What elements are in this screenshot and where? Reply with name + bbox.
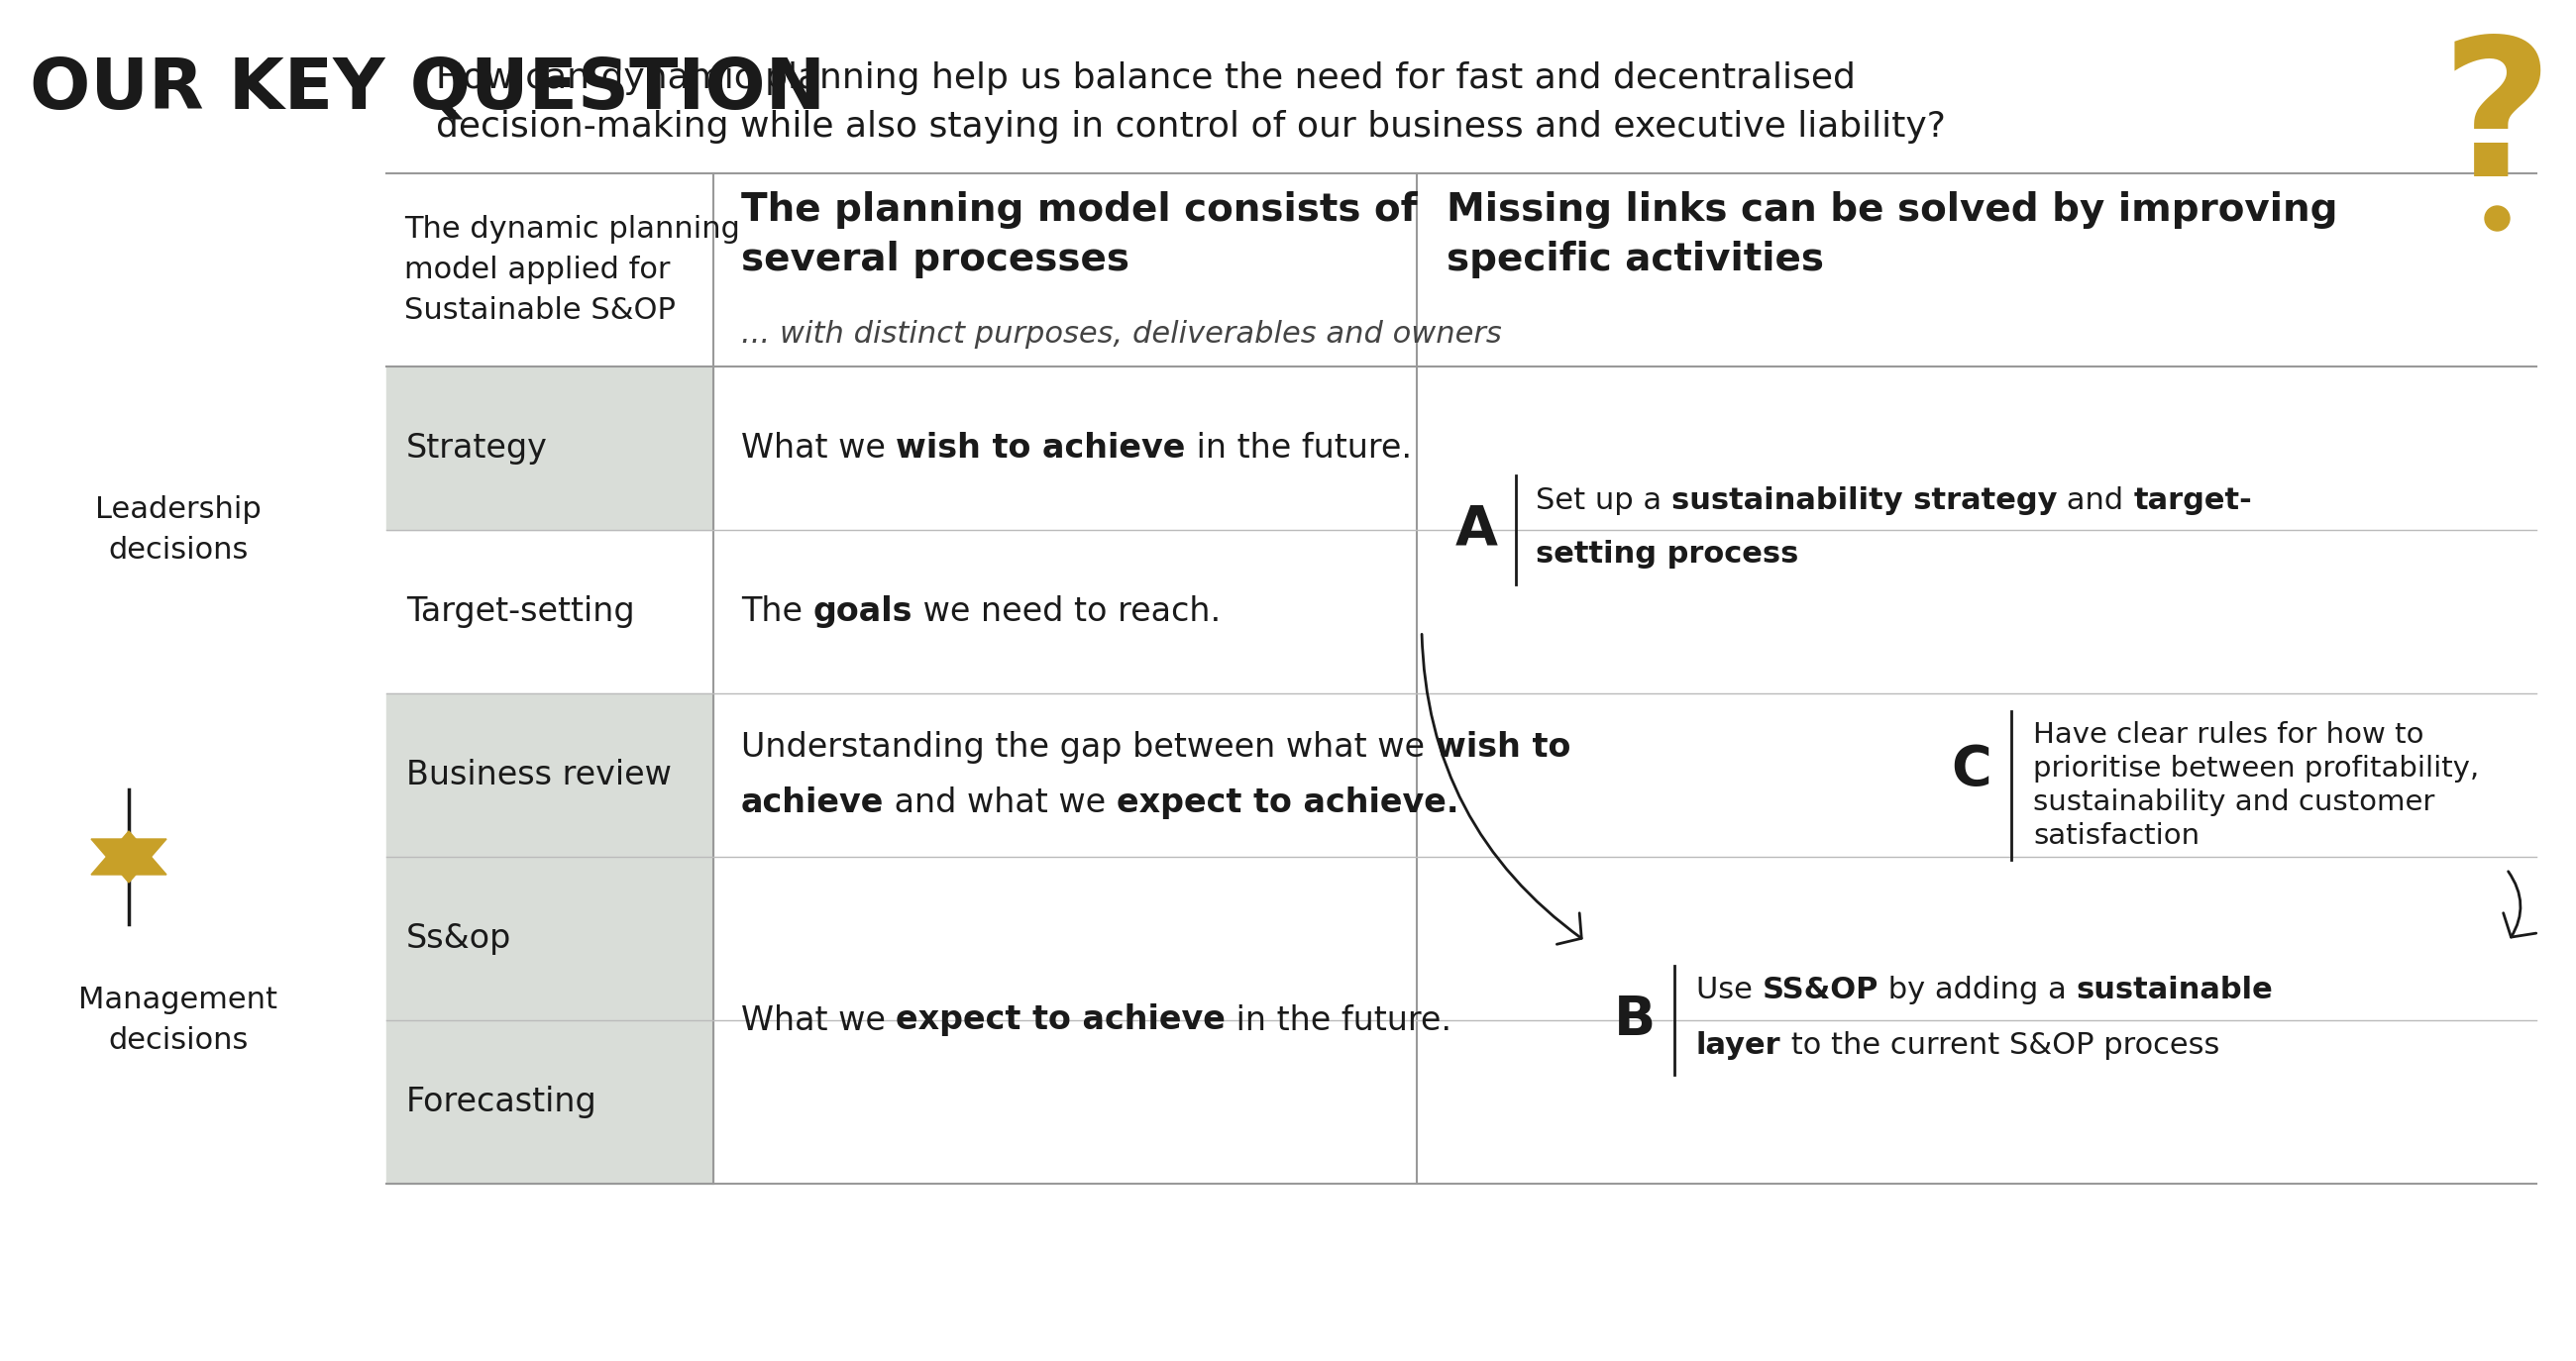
Text: Have clear rules for how to: Have clear rules for how to bbox=[2032, 720, 2424, 749]
Text: sustainable: sustainable bbox=[2076, 976, 2272, 1004]
Bar bbox=[386, 693, 714, 857]
Text: The dynamic planning
model applied for
Sustainable S&OP: The dynamic planning model applied for S… bbox=[404, 215, 739, 324]
Polygon shape bbox=[90, 838, 167, 882]
Text: layer: layer bbox=[1695, 1030, 1780, 1059]
Text: satisfaction: satisfaction bbox=[2032, 822, 2200, 849]
Text: Target-setting: Target-setting bbox=[407, 595, 634, 627]
Text: Ss&op: Ss&op bbox=[407, 923, 513, 955]
Text: wish to: wish to bbox=[1435, 731, 1571, 764]
Bar bbox=[386, 857, 714, 1021]
Text: Leadership
decisions: Leadership decisions bbox=[95, 495, 260, 565]
FancyArrowPatch shape bbox=[2504, 871, 2537, 938]
Text: and: and bbox=[2058, 486, 2133, 514]
Text: Understanding the gap between what we: Understanding the gap between what we bbox=[742, 731, 1435, 764]
Text: C: C bbox=[1953, 743, 1991, 798]
FancyArrowPatch shape bbox=[1422, 634, 1582, 945]
Text: in the future.: in the future. bbox=[1226, 1004, 1453, 1037]
Text: goals: goals bbox=[814, 595, 912, 627]
Text: What we: What we bbox=[742, 431, 896, 464]
Text: Missing links can be solved by improving
specific activities: Missing links can be solved by improving… bbox=[1448, 191, 2339, 279]
Text: in the future.: in the future. bbox=[1185, 431, 1412, 464]
Text: The: The bbox=[742, 595, 814, 627]
Text: A: A bbox=[1455, 504, 1497, 557]
Text: wish to achieve: wish to achieve bbox=[896, 431, 1185, 464]
Text: Business review: Business review bbox=[407, 758, 672, 792]
Bar bbox=[386, 1021, 714, 1184]
Text: B: B bbox=[1613, 994, 1656, 1047]
Text: by adding a: by adding a bbox=[1878, 976, 2076, 1004]
Polygon shape bbox=[90, 832, 167, 875]
Text: ... with distinct purposes, deliverables and owners: ... with distinct purposes, deliverables… bbox=[742, 320, 1502, 348]
Text: we need to reach.: we need to reach. bbox=[912, 595, 1221, 627]
Text: OUR KEY QUESTION: OUR KEY QUESTION bbox=[31, 54, 824, 124]
Text: sustainability and customer: sustainability and customer bbox=[2032, 788, 2434, 815]
Text: sustainability strategy: sustainability strategy bbox=[1672, 486, 2058, 514]
Text: and what we: and what we bbox=[884, 787, 1118, 819]
Text: Use: Use bbox=[1695, 976, 1762, 1004]
Bar bbox=[386, 366, 714, 529]
Text: expect to achieve: expect to achieve bbox=[896, 1004, 1226, 1037]
Text: SS&OP: SS&OP bbox=[1762, 976, 1878, 1004]
Text: target-: target- bbox=[2133, 486, 2251, 514]
Text: Strategy: Strategy bbox=[407, 431, 549, 464]
Text: How can dynamic planning help us balance the need for fast and decentralised
dec: How can dynamic planning help us balance… bbox=[435, 61, 1945, 143]
Text: achieve: achieve bbox=[742, 787, 884, 819]
Text: setting process: setting process bbox=[1535, 540, 1798, 569]
Text: to the current S&OP process: to the current S&OP process bbox=[1780, 1030, 2221, 1059]
Text: Forecasting: Forecasting bbox=[407, 1086, 598, 1119]
Text: What we: What we bbox=[742, 1004, 896, 1037]
Text: The planning model consists of
several processes: The planning model consists of several p… bbox=[742, 191, 1417, 279]
Text: prioritise between profitability,: prioritise between profitability, bbox=[2032, 754, 2478, 783]
Text: expect to achieve.: expect to achieve. bbox=[1118, 787, 1458, 819]
Text: ?: ? bbox=[2442, 30, 2553, 216]
Text: Management
decisions: Management decisions bbox=[80, 985, 278, 1055]
Text: Set up a: Set up a bbox=[1535, 486, 1672, 514]
